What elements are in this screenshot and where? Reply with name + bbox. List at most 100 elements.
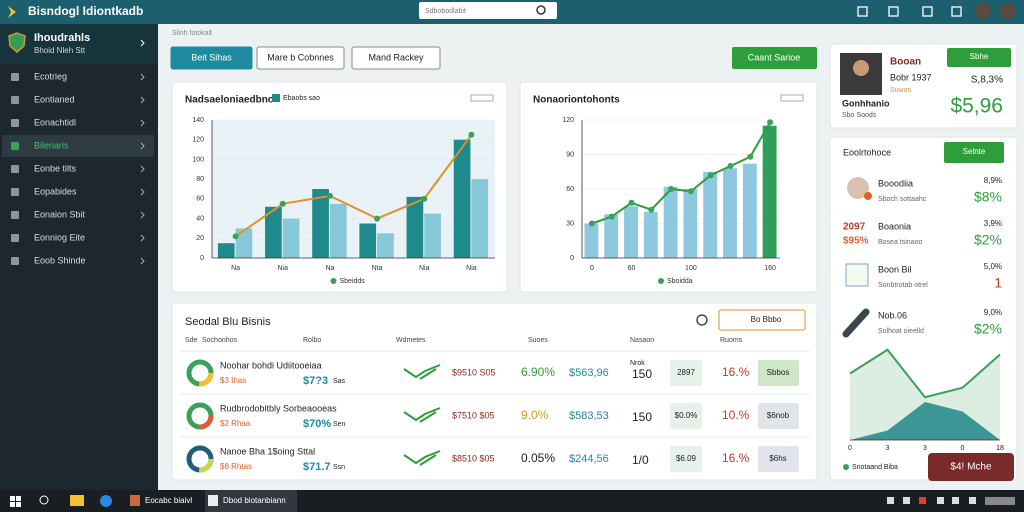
y-tick-label: 30 — [566, 220, 574, 227]
menu-active — [2, 135, 154, 157]
x-tick-label: Nia — [419, 265, 430, 272]
y-tick-label: 60 — [566, 186, 574, 193]
item-avatar — [847, 177, 869, 199]
search-box[interactable] — [419, 2, 557, 19]
card — [829, 136, 1018, 481]
bar — [265, 206, 282, 258]
profile-born: Bobr 1937 — [890, 72, 932, 82]
count-label: Nrok — [630, 360, 645, 367]
point — [608, 213, 615, 220]
point — [727, 163, 734, 169]
search-icon[interactable] — [696, 314, 708, 326]
top-icon[interactable] — [857, 6, 868, 17]
brand: Ihoudrahls — [34, 32, 90, 44]
tray-clock — [985, 497, 1015, 505]
point — [279, 200, 286, 207]
button-label: $6hs — [769, 454, 786, 463]
point — [648, 206, 655, 213]
menu-icon — [11, 142, 19, 150]
legend-dot — [658, 278, 664, 284]
row-action[interactable] — [758, 403, 799, 429]
menu-item[interactable]: Eonniog Eite — [34, 232, 85, 242]
note: $95% — [843, 236, 869, 247]
row-pct: 9.0% — [521, 408, 549, 422]
table-button[interactable] — [718, 309, 806, 331]
logo — [8, 6, 16, 18]
chevron — [140, 257, 145, 265]
row-price: $7510 $05 — [452, 410, 495, 420]
y-tick-label: 100 — [192, 156, 204, 163]
sidebar — [0, 24, 158, 490]
top-icon[interactable] — [951, 6, 962, 17]
chevron — [140, 39, 145, 47]
bar — [663, 186, 678, 258]
legend-dot — [843, 464, 849, 470]
map-background — [212, 120, 495, 258]
menu-item[interactable]: Eonachtidl — [34, 117, 76, 127]
item-icon — [842, 308, 870, 338]
y-tick-label: 120 — [562, 117, 574, 124]
task-active — [205, 490, 297, 512]
sidebar-header — [0, 24, 158, 64]
top-icon[interactable] — [888, 6, 899, 17]
item-value: $2% — [974, 321, 1002, 337]
task-label[interactable]: Eocabc biaivl — [145, 496, 192, 505]
y-tick-label: 0 — [200, 255, 204, 262]
menu-icon — [11, 188, 19, 196]
tray-icon — [969, 497, 976, 504]
action-button[interactable] — [732, 47, 817, 69]
task-search — [39, 495, 49, 505]
row-action[interactable] — [758, 360, 799, 386]
bar — [584, 223, 599, 258]
menu-item[interactable]: Eopabides — [34, 186, 77, 196]
row-tag: $3 Ihas — [220, 376, 246, 385]
row-count: 1/0 — [632, 453, 649, 467]
x-tick-label: 60 — [628, 265, 636, 272]
donut-part — [186, 402, 214, 430]
menu-icon — [11, 73, 19, 81]
avatar[interactable] — [1000, 3, 1016, 19]
sparkline — [403, 407, 441, 423]
row-count: 150 — [632, 410, 652, 424]
top-icon[interactable] — [922, 6, 933, 17]
tray-icon — [952, 497, 959, 504]
menu-item[interactable]: Eonbe tilts — [34, 163, 77, 173]
menu-item[interactable]: Eonaion Sbit — [34, 209, 86, 219]
bar — [471, 179, 489, 258]
chart-menu[interactable] — [780, 94, 804, 102]
item-name: Boaonia — [878, 221, 911, 231]
menu-item[interactable]: Bilenaris — [34, 140, 69, 150]
column-header: Rolbo — [303, 337, 321, 344]
cta-button[interactable] — [928, 453, 1014, 481]
menu-icon — [11, 211, 19, 219]
row-box-label: $0.0% — [675, 411, 698, 420]
row-unit: Sen — [333, 421, 346, 428]
tab[interactable] — [170, 46, 253, 70]
profile-button[interactable] — [947, 48, 1011, 67]
tab[interactable] — [351, 46, 441, 70]
x-tick-label: Nia — [466, 265, 477, 272]
task-label[interactable]: Dbod biotanbiann — [223, 496, 286, 505]
area-line — [849, 348, 1001, 399]
button-label: $4! Mche — [950, 462, 992, 473]
legend-entry: Sboidda — [667, 278, 693, 285]
list-button[interactable] — [944, 142, 1004, 163]
avatar[interactable] — [975, 3, 991, 19]
x-tick-label: Nta — [372, 265, 383, 272]
search-icon — [536, 5, 546, 15]
tab[interactable] — [256, 46, 345, 70]
menu-item[interactable]: Eontianed — [34, 94, 75, 104]
column-header: Ruoms — [720, 337, 743, 344]
menu-item[interactable]: Eoob Shinde — [34, 255, 86, 265]
chart-menu[interactable] — [470, 94, 494, 102]
button-label: Sbbos — [767, 368, 790, 377]
y-tick-label: 80 — [196, 176, 204, 183]
row-action[interactable] — [758, 446, 799, 472]
point — [326, 192, 333, 199]
row-pct: 0.05% — [521, 451, 555, 465]
x-tick-label: Na — [231, 265, 240, 272]
point — [707, 172, 714, 179]
x-tick-label: 0 — [590, 265, 594, 272]
menu-item[interactable]: Ecotrieg — [34, 71, 67, 81]
tray-icon — [919, 497, 926, 504]
